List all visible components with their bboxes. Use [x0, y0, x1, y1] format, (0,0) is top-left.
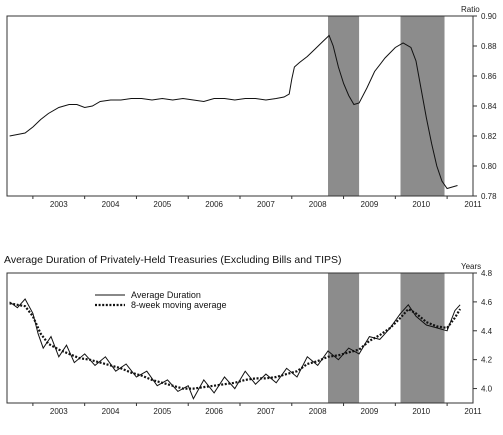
y-tick-label: 0.86 [481, 72, 497, 81]
recession-shading-0 [328, 273, 360, 403]
legend-label: Average Duration [131, 290, 201, 300]
recession-shading-1 [400, 273, 445, 403]
x-tick-label: 2011 [464, 407, 482, 416]
average-duration-line [9, 298, 461, 400]
y-tick-label: 4.8 [481, 269, 493, 278]
y-tick-label: 4.6 [481, 298, 493, 307]
x-tick-label: 2010 [412, 407, 430, 416]
series-line [9, 34, 458, 190]
average-duration-panel: Average Duration of Privately-Held Treas… [4, 254, 493, 416]
y-tick-label: 4.0 [481, 385, 493, 394]
x-tick-label: 2005 [153, 407, 171, 416]
x-tick-label: 2007 [257, 407, 275, 416]
unit-label: Years [461, 262, 481, 271]
x-tick-label: 2004 [102, 407, 120, 416]
y-tick-label: 0.84 [481, 102, 497, 111]
y-tick-label: 4.4 [481, 327, 493, 336]
y-tick-label: 0.90 [481, 12, 497, 21]
unit-label: Ratio [461, 5, 480, 14]
x-tick-label: 2009 [361, 200, 379, 209]
chart-title: Average Duration of Privately-Held Treas… [4, 254, 342, 266]
x-tick-label: 2011 [464, 200, 482, 209]
x-tick-label: 2005 [153, 200, 171, 209]
x-tick-label: 2008 [309, 200, 327, 209]
x-tick-label: 2010 [412, 200, 430, 209]
x-tick-label: 2008 [309, 407, 327, 416]
x-tick-label: 2003 [50, 200, 68, 209]
x-tick-label: 2004 [102, 200, 120, 209]
x-tick-label: 2006 [205, 407, 223, 416]
recession-shading-0 [328, 16, 360, 196]
y-tick-label: 4.2 [481, 356, 493, 365]
y-tick-label: 0.80 [481, 162, 497, 171]
x-tick-label: 2006 [205, 200, 223, 209]
y-tick-label: 0.88 [481, 42, 497, 51]
x-tick-label: 2003 [50, 407, 68, 416]
8-week-moving-average-line [9, 302, 462, 390]
y-tick-label: 0.78 [481, 192, 497, 201]
legend-label: 8-week moving average [131, 300, 227, 310]
x-tick-label: 2009 [361, 407, 379, 416]
y-tick-label: 0.82 [481, 132, 497, 141]
x-tick-label: 2007 [257, 200, 275, 209]
